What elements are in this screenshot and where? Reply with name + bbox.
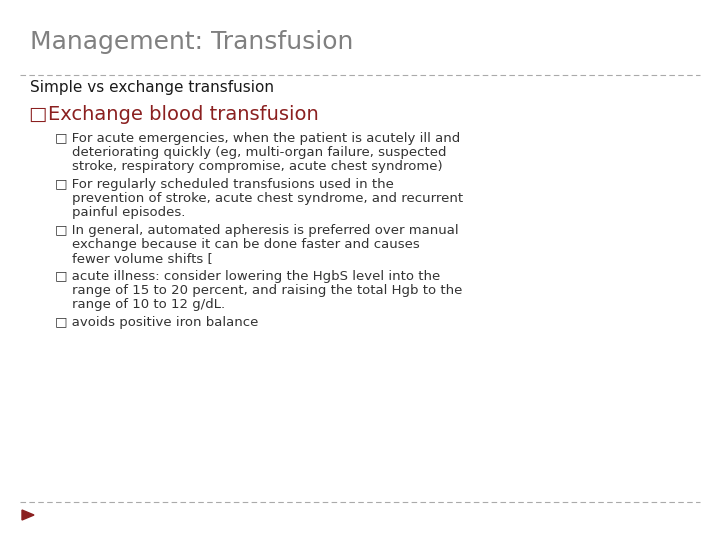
- Text: prevention of stroke, acute chest syndrome, and recurrent: prevention of stroke, acute chest syndro…: [55, 192, 463, 205]
- Text: exchange because it can be done faster and causes: exchange because it can be done faster a…: [55, 238, 420, 251]
- Text: Exchange blood transfusion: Exchange blood transfusion: [48, 105, 319, 124]
- Text: □ acute illness: consider lowering the HgbS level into the: □ acute illness: consider lowering the H…: [55, 270, 440, 283]
- Text: □ For regularly scheduled transfusions used in the: □ For regularly scheduled transfusions u…: [55, 178, 394, 191]
- Text: □: □: [28, 105, 46, 124]
- Text: deteriorating quickly (eg, multi-organ failure, suspected: deteriorating quickly (eg, multi-organ f…: [55, 146, 446, 159]
- Text: □ In general, automated apheresis is preferred over manual: □ In general, automated apheresis is pre…: [55, 224, 459, 237]
- Text: □ avoids positive iron balance: □ avoids positive iron balance: [55, 316, 258, 329]
- Text: painful episodes.: painful episodes.: [55, 206, 185, 219]
- Text: stroke, respiratory compromise, acute chest syndrome): stroke, respiratory compromise, acute ch…: [55, 160, 443, 173]
- Text: □ For acute emergencies, when the patient is acutely ill and: □ For acute emergencies, when the patien…: [55, 132, 460, 145]
- Polygon shape: [22, 510, 34, 520]
- Text: range of 10 to 12 g/dL.: range of 10 to 12 g/dL.: [55, 298, 225, 311]
- Text: Simple vs exchange transfusion: Simple vs exchange transfusion: [30, 80, 274, 95]
- Text: Management: Transfusion: Management: Transfusion: [30, 30, 354, 54]
- Text: range of 15 to 20 percent, and raising the total Hgb to the: range of 15 to 20 percent, and raising t…: [55, 284, 462, 297]
- Text: fewer volume shifts [: fewer volume shifts [: [55, 252, 212, 265]
